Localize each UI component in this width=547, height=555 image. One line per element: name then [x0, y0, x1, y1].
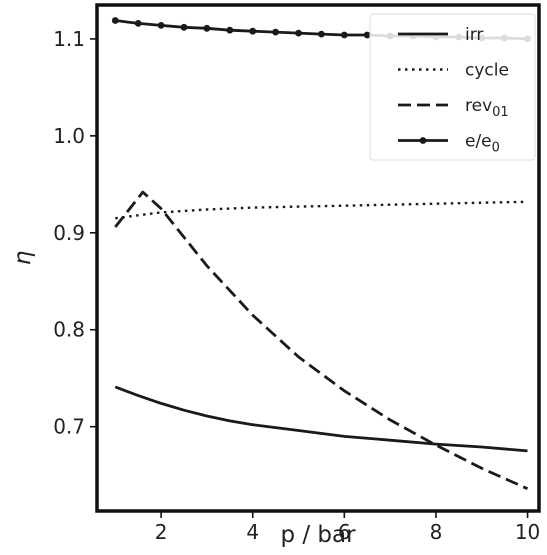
legend-marker-3 — [419, 137, 427, 144]
plot-frame — [95, 3, 541, 513]
series-3-point-10 — [340, 31, 348, 39]
series-3-point-0 — [111, 17, 119, 24]
series-line-1 — [115, 200, 528, 220]
x-tick-label-2: 6 — [338, 520, 351, 544]
legend-label-0: irr — [465, 25, 483, 45]
y-tick-label-2: 0.9 — [53, 221, 85, 245]
series-3-point-5 — [226, 26, 234, 34]
x-tick-label-1: 4 — [246, 520, 259, 544]
axes-layer: 2 4 6 8 10 0.7 0.8 0.9 1.0 1.1 — [53, 3, 541, 544]
legend-label-1: cycle — [465, 61, 509, 81]
series-3-point-6 — [249, 27, 257, 35]
axis-titles: p / bar η — [10, 251, 356, 548]
y-tick-label-1: 0.8 — [53, 318, 85, 342]
x-tick-label-4: 10 — [515, 520, 540, 544]
series-3-point-8 — [295, 29, 302, 37]
y-tick-label-4: 1.1 — [53, 27, 85, 51]
series-3-point-4 — [203, 24, 211, 32]
series-3-point-7 — [272, 28, 279, 36]
y-tick-label-3: 1.0 — [53, 124, 85, 148]
legend-box — [369, 13, 536, 161]
y-tick-label-0: 0.7 — [53, 415, 85, 439]
legend-label-2: rev01 — [465, 96, 509, 120]
series-3-point-9 — [318, 30, 325, 38]
series-line-2 — [114, 190, 529, 490]
x-axis-title: p / bar — [280, 522, 356, 548]
x-tick-label-3: 8 — [430, 520, 443, 544]
series-3-point-11 — [363, 31, 371, 39]
series-3-point-2 — [157, 22, 165, 29]
y-axis-title: η — [10, 251, 36, 266]
series-3-point-1 — [134, 20, 142, 27]
x-tick-label-0: 2 — [155, 520, 168, 544]
legend: irr cycle rev01 e/e0 — [369, 13, 536, 161]
series-line-0 — [114, 385, 528, 453]
legend-label-3: e/e0 — [465, 132, 500, 156]
series-3-point-3 — [180, 23, 188, 31]
